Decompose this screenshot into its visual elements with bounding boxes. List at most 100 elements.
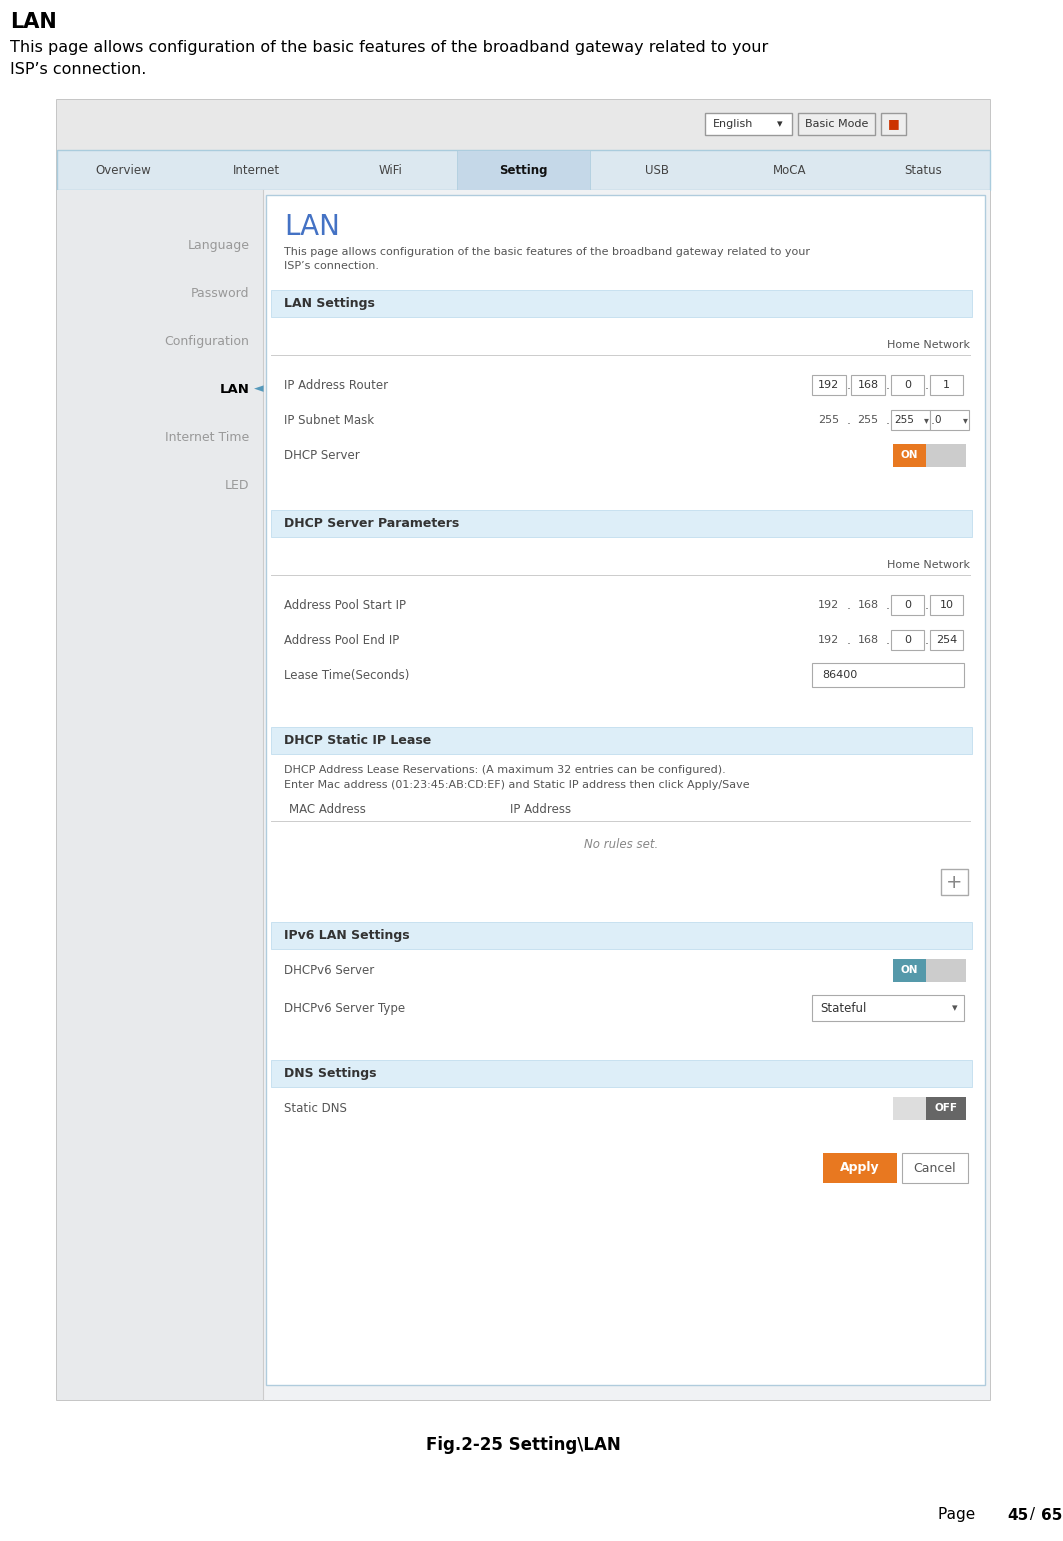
- FancyBboxPatch shape: [893, 444, 926, 467]
- Text: .: .: [925, 633, 929, 647]
- FancyBboxPatch shape: [926, 959, 966, 982]
- Text: 86400: 86400: [822, 670, 857, 680]
- FancyBboxPatch shape: [812, 663, 964, 687]
- FancyBboxPatch shape: [812, 995, 964, 1022]
- FancyBboxPatch shape: [57, 100, 990, 1401]
- FancyBboxPatch shape: [891, 410, 930, 430]
- Text: Password: Password: [191, 287, 250, 299]
- Text: ■: ■: [888, 117, 899, 131]
- Text: DHCPv6 Server: DHCPv6 Server: [284, 963, 374, 977]
- FancyBboxPatch shape: [798, 112, 875, 136]
- Text: ▾: ▾: [963, 415, 967, 425]
- FancyBboxPatch shape: [930, 630, 963, 650]
- Text: Address Pool End IP: Address Pool End IP: [284, 633, 399, 647]
- Text: IP Subnet Mask: IP Subnet Mask: [284, 413, 374, 427]
- Text: Home Network: Home Network: [888, 559, 971, 570]
- FancyBboxPatch shape: [851, 374, 884, 394]
- Text: .: .: [885, 379, 890, 391]
- Text: Configuration: Configuration: [165, 334, 250, 348]
- FancyBboxPatch shape: [271, 1060, 973, 1086]
- Text: Lease Time(Seconds): Lease Time(Seconds): [284, 669, 409, 681]
- FancyBboxPatch shape: [457, 149, 590, 190]
- FancyBboxPatch shape: [893, 1097, 926, 1119]
- Text: DHCPv6 Server Type: DHCPv6 Server Type: [284, 1002, 405, 1014]
- Text: Status: Status: [905, 163, 942, 177]
- FancyBboxPatch shape: [57, 149, 990, 190]
- Text: Page: Page: [938, 1507, 980, 1523]
- Text: IP Address Router: IP Address Router: [284, 379, 388, 391]
- Text: 45: 45: [1008, 1507, 1029, 1523]
- Text: 255: 255: [895, 415, 914, 425]
- Text: ISP’s connection.: ISP’s connection.: [10, 62, 147, 77]
- Text: 168: 168: [858, 599, 879, 610]
- Text: 10: 10: [940, 599, 954, 610]
- Text: .: .: [846, 598, 850, 612]
- Text: Address Pool Start IP: Address Pool Start IP: [284, 598, 406, 612]
- Text: LAN: LAN: [284, 213, 340, 240]
- Text: OFF: OFF: [934, 1103, 958, 1113]
- FancyBboxPatch shape: [57, 190, 264, 1401]
- Text: 168: 168: [858, 381, 879, 390]
- Text: WiFi: WiFi: [378, 163, 402, 177]
- Text: 254: 254: [937, 635, 958, 646]
- Text: LED: LED: [225, 479, 250, 492]
- Text: Static DNS: Static DNS: [284, 1102, 347, 1114]
- Text: Language: Language: [187, 239, 250, 251]
- Text: 192: 192: [819, 635, 840, 646]
- Text: LAN Settings: LAN Settings: [284, 297, 374, 310]
- FancyBboxPatch shape: [891, 374, 924, 394]
- Text: USB: USB: [645, 163, 669, 177]
- Text: 255: 255: [858, 415, 879, 425]
- Text: ISP’s connection.: ISP’s connection.: [284, 260, 378, 271]
- FancyBboxPatch shape: [930, 410, 969, 430]
- Text: LAN: LAN: [10, 12, 56, 32]
- FancyBboxPatch shape: [941, 869, 968, 895]
- Text: This page allows configuration of the basic features of the broadband gateway re: This page allows configuration of the ba…: [10, 40, 769, 55]
- Text: 192: 192: [819, 599, 840, 610]
- Text: 255: 255: [819, 415, 840, 425]
- Text: No rules set.: No rules set.: [584, 837, 658, 851]
- Text: .: .: [846, 633, 850, 647]
- Text: DHCP Address Lease Reservations: (A maximum 32 entries can be configured).: DHCP Address Lease Reservations: (A maxi…: [284, 764, 726, 775]
- Text: +: +: [946, 872, 963, 892]
- Text: ▾: ▾: [777, 119, 782, 129]
- Text: Overview: Overview: [96, 163, 151, 177]
- Text: .: .: [925, 598, 929, 612]
- Text: 0: 0: [904, 381, 911, 390]
- Text: Enter Mac address (01:23:45:AB:CD:EF) and Static IP address then click Apply/Sav: Enter Mac address (01:23:45:AB:CD:EF) an…: [284, 780, 749, 791]
- Text: 1: 1: [943, 381, 950, 390]
- Text: Setting: Setting: [500, 163, 547, 177]
- FancyBboxPatch shape: [271, 290, 973, 317]
- FancyBboxPatch shape: [891, 630, 924, 650]
- Text: Cancel: Cancel: [913, 1162, 957, 1174]
- FancyBboxPatch shape: [881, 112, 907, 136]
- Text: ◄: ◄: [254, 382, 264, 396]
- FancyBboxPatch shape: [926, 1097, 966, 1119]
- Text: 168: 168: [858, 635, 879, 646]
- FancyBboxPatch shape: [57, 190, 990, 1401]
- FancyBboxPatch shape: [893, 959, 926, 982]
- Text: DNS Settings: DNS Settings: [284, 1066, 376, 1080]
- FancyBboxPatch shape: [930, 595, 963, 615]
- Text: Basic Mode: Basic Mode: [805, 119, 868, 129]
- Text: /: /: [1026, 1507, 1041, 1523]
- FancyBboxPatch shape: [271, 727, 973, 754]
- FancyBboxPatch shape: [271, 510, 973, 536]
- Text: ON: ON: [900, 965, 918, 975]
- Text: Fig.2-25 Setting\LAN: Fig.2-25 Setting\LAN: [426, 1436, 621, 1455]
- Text: English: English: [713, 119, 754, 129]
- FancyBboxPatch shape: [891, 595, 924, 615]
- Text: Stateful: Stateful: [820, 1002, 866, 1014]
- Text: .: .: [931, 413, 935, 427]
- Text: Apply: Apply: [840, 1162, 879, 1174]
- Text: Home Network: Home Network: [888, 341, 971, 350]
- Text: 192: 192: [819, 381, 840, 390]
- Text: This page allows configuration of the basic features of the broadband gateway re: This page allows configuration of the ba…: [284, 247, 810, 257]
- Text: 0: 0: [904, 599, 911, 610]
- Text: DHCP Server: DHCP Server: [284, 448, 359, 461]
- Text: IP Address: IP Address: [509, 803, 571, 815]
- FancyBboxPatch shape: [930, 374, 963, 394]
- Text: MAC Address: MAC Address: [289, 803, 366, 815]
- Text: .: .: [925, 379, 929, 391]
- Text: DHCP Server Parameters: DHCP Server Parameters: [284, 516, 459, 530]
